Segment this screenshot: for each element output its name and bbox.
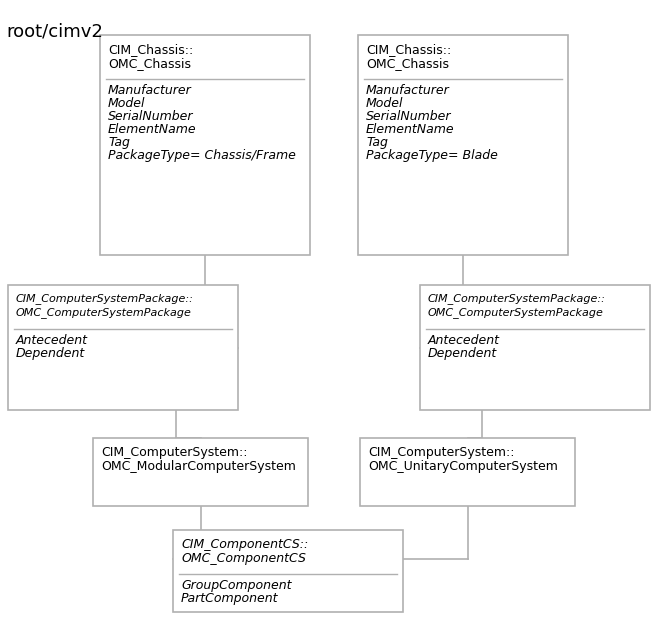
Text: OMC_ComputerSystemPackage: OMC_ComputerSystemPackage <box>428 307 604 318</box>
Text: Manufacturer: Manufacturer <box>108 84 191 97</box>
Text: CIM_ComputerSystem::: CIM_ComputerSystem:: <box>101 446 247 459</box>
Text: Tag: Tag <box>366 136 388 149</box>
Bar <box>8 285 238 410</box>
Bar <box>360 438 575 506</box>
Text: SerialNumber: SerialNumber <box>108 110 193 123</box>
Text: CIM_Chassis::: CIM_Chassis:: <box>366 43 451 56</box>
Bar <box>420 285 650 410</box>
Text: Dependent: Dependent <box>428 347 497 360</box>
Text: PackageType= Chassis/Frame: PackageType= Chassis/Frame <box>108 149 296 162</box>
Text: CIM_ComputerSystemPackage::: CIM_ComputerSystemPackage:: <box>16 293 194 304</box>
Bar <box>358 35 568 255</box>
Text: OMC_ComputerSystemPackage: OMC_ComputerSystemPackage <box>16 307 192 318</box>
Text: CIM_ComputerSystemPackage::: CIM_ComputerSystemPackage:: <box>428 293 606 304</box>
Text: Dependent: Dependent <box>16 347 86 360</box>
Text: SerialNumber: SerialNumber <box>366 110 451 123</box>
Text: Tag: Tag <box>108 136 130 149</box>
Bar <box>93 438 308 506</box>
Text: Model: Model <box>366 97 403 110</box>
Text: CIM_Chassis::: CIM_Chassis:: <box>108 43 193 56</box>
Text: PackageType= Blade: PackageType= Blade <box>366 149 498 162</box>
Text: ElementName: ElementName <box>366 123 455 136</box>
Text: OMC_ModularComputerSystem: OMC_ModularComputerSystem <box>101 460 296 473</box>
Text: root/cimv2: root/cimv2 <box>6 22 103 40</box>
Bar <box>173 530 403 612</box>
Text: Model: Model <box>108 97 145 110</box>
Text: CIM_ComponentCS::: CIM_ComponentCS:: <box>181 538 308 551</box>
Text: Antecedent: Antecedent <box>428 334 500 347</box>
Text: ElementName: ElementName <box>108 123 197 136</box>
Bar <box>100 35 310 255</box>
Text: GroupComponent: GroupComponent <box>181 579 291 592</box>
Text: OMC_Chassis: OMC_Chassis <box>108 57 191 70</box>
Text: PartComponent: PartComponent <box>181 592 278 605</box>
Text: Manufacturer: Manufacturer <box>366 84 450 97</box>
Text: CIM_ComputerSystem::: CIM_ComputerSystem:: <box>368 446 515 459</box>
Text: Antecedent: Antecedent <box>16 334 88 347</box>
Text: OMC_ComponentCS: OMC_ComponentCS <box>181 552 306 565</box>
Text: OMC_Chassis: OMC_Chassis <box>366 57 449 70</box>
Text: OMC_UnitaryComputerSystem: OMC_UnitaryComputerSystem <box>368 460 558 473</box>
